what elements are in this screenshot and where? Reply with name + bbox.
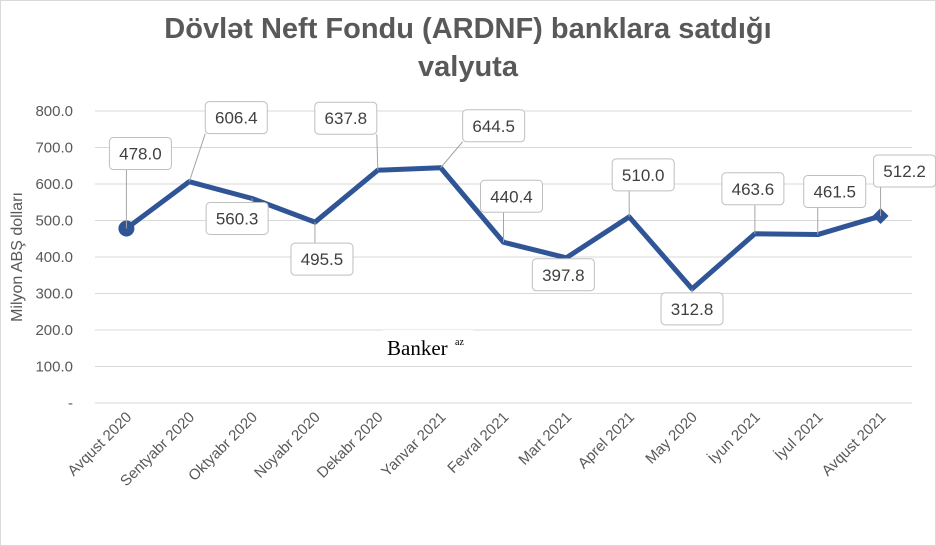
y-tick-label: 300.0 bbox=[35, 286, 73, 303]
data-label-box bbox=[480, 179, 543, 213]
data-label: 397.8 bbox=[542, 266, 585, 285]
x-tick-label: Mart 2021 bbox=[515, 409, 575, 469]
y-axis-label: Milyon ABŞ dolları bbox=[9, 192, 26, 322]
data-label: 606.4 bbox=[215, 109, 258, 128]
data-label-box bbox=[531, 258, 595, 292]
data-label-box bbox=[108, 137, 172, 171]
x-tick-label: Noyabr 2020 bbox=[251, 409, 324, 482]
x-tick-label: Fevral 2021 bbox=[444, 409, 512, 477]
y-tick-label: 400.0 bbox=[35, 249, 73, 266]
data-label: 560.3 bbox=[216, 209, 259, 228]
data-label-box bbox=[204, 101, 268, 135]
chart-title-line-1: Dövlət Neft Fondu (ARDNF) banklara satdı… bbox=[164, 13, 772, 45]
watermark-background bbox=[383, 330, 473, 364]
y-tick-label: 700.0 bbox=[35, 140, 73, 157]
x-tick-label: İyul 2021 bbox=[771, 408, 827, 464]
y-tick-label: 500.0 bbox=[35, 213, 73, 230]
x-tick-label: İyun 2021 bbox=[704, 408, 763, 467]
data-label: 440.4 bbox=[490, 187, 533, 206]
data-label-box bbox=[611, 158, 675, 192]
data-label-box bbox=[290, 242, 354, 276]
data-label: 510.0 bbox=[622, 166, 665, 185]
x-tick-label: Dekabr 2020 bbox=[314, 409, 387, 482]
data-label: 478.0 bbox=[119, 145, 162, 164]
data-label: 461.5 bbox=[813, 183, 856, 202]
data-label-box bbox=[314, 101, 378, 135]
watermark-logo: Banker bbox=[387, 336, 448, 360]
y-tick-label: - bbox=[68, 395, 73, 412]
x-tick-label: Yanvar 2021 bbox=[378, 409, 449, 480]
data-label: 512.2 bbox=[883, 162, 926, 181]
chart-title-line-2: valyuta bbox=[418, 51, 518, 83]
data-label: 463.6 bbox=[732, 180, 775, 199]
data-label: 644.5 bbox=[472, 117, 515, 136]
data-label: 637.8 bbox=[325, 109, 368, 128]
data-label-box bbox=[462, 109, 526, 143]
data-label-leader bbox=[440, 141, 464, 169]
data-label: 312.8 bbox=[671, 300, 714, 319]
chart-title: Dövlət Neft Fondu (ARDNF) banklara satdı… bbox=[0, 10, 936, 86]
y-tick-label: 200.0 bbox=[35, 322, 73, 339]
data-label-box bbox=[721, 172, 785, 206]
data-label: 495.5 bbox=[301, 250, 344, 269]
y-tick-label: 600.0 bbox=[35, 176, 73, 193]
x-tick-label: Aprel 2021 bbox=[575, 409, 638, 472]
y-tick-label: 100.0 bbox=[35, 359, 73, 376]
x-tick-label: Avqust 2021 bbox=[819, 409, 890, 480]
data-label-box bbox=[205, 201, 269, 235]
watermark-logo-sup: az bbox=[455, 337, 464, 348]
data-label-box bbox=[803, 175, 867, 209]
data-label-leader bbox=[376, 134, 379, 171]
data-label-box bbox=[660, 292, 724, 326]
x-tick-label: May 2020 bbox=[642, 409, 701, 468]
data-label-leader bbox=[188, 133, 206, 182]
y-tick-label: 800.0 bbox=[35, 103, 73, 120]
